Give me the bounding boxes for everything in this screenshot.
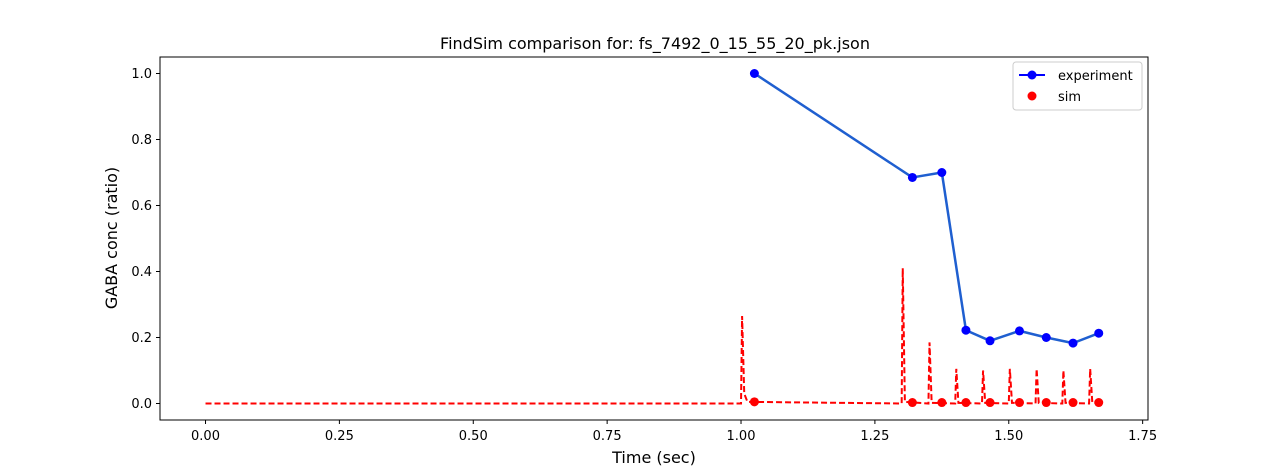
chart-title: FindSim comparison for: fs_7492_0_15_55_… xyxy=(440,34,870,54)
experiment-point xyxy=(961,325,971,335)
experiment-point xyxy=(1041,333,1051,342)
x-tick-label: 1.25 xyxy=(860,429,889,444)
x-tick-label: 0.25 xyxy=(325,429,354,444)
x-axis: 0.00 0.25 0.50 0.75 1.00 1.25 1.50 1.75 xyxy=(191,420,1157,444)
legend-experiment-label: experiment xyxy=(1058,69,1133,84)
x-tick-label: 1.50 xyxy=(994,429,1023,444)
x-tick-label: 0.75 xyxy=(593,429,622,444)
legend-box xyxy=(1012,61,1143,111)
legend-sim-marker xyxy=(1027,91,1037,101)
plot-area-frame xyxy=(159,56,1149,421)
y-axis: 0.0 0.2 0.4 0.6 0.8 1.0 xyxy=(131,67,160,412)
y-tick-label: 0.2 xyxy=(131,331,152,346)
y-tick-label: 0.8 xyxy=(131,133,152,148)
sim-point xyxy=(985,398,995,408)
sim-point xyxy=(1094,398,1104,408)
x-tick-label: 1.00 xyxy=(727,429,756,444)
x-axis-label: Time (sec) xyxy=(611,448,696,467)
experiment-line xyxy=(753,72,1100,345)
plot-markers xyxy=(749,69,1104,408)
experiment-point xyxy=(1014,326,1024,336)
y-tick-label: 0.4 xyxy=(131,265,152,280)
y-tick-label: 0.6 xyxy=(131,199,152,214)
experiment-point xyxy=(937,168,947,177)
sim-point xyxy=(1041,398,1051,408)
x-tick-label: 1.75 xyxy=(1128,429,1157,444)
legend-sim-label: sim xyxy=(1058,90,1081,105)
sim-point xyxy=(1014,398,1024,408)
experiment-point xyxy=(749,69,759,78)
x-tick-label: 0.00 xyxy=(191,429,220,444)
sim-point xyxy=(907,398,917,408)
sim-point xyxy=(937,398,947,408)
sim-dashed-line xyxy=(205,268,1100,405)
legend: experiment sim xyxy=(1012,61,1143,111)
experiment-point xyxy=(985,336,995,346)
experiment-point xyxy=(1094,328,1104,338)
experiment-point xyxy=(1068,338,1078,348)
y-tick-label: 1.0 xyxy=(131,67,152,82)
sim-point xyxy=(961,398,971,408)
sim-point xyxy=(1068,398,1078,408)
y-axis-label: GABA conc (ratio) xyxy=(102,167,121,309)
sim-point xyxy=(749,397,759,407)
y-tick-label: 0.0 xyxy=(131,397,152,412)
x-tick-label: 0.50 xyxy=(459,429,488,444)
experiment-point xyxy=(907,172,917,182)
plot-lines xyxy=(205,72,1100,405)
legend-experiment-marker xyxy=(1027,70,1037,80)
